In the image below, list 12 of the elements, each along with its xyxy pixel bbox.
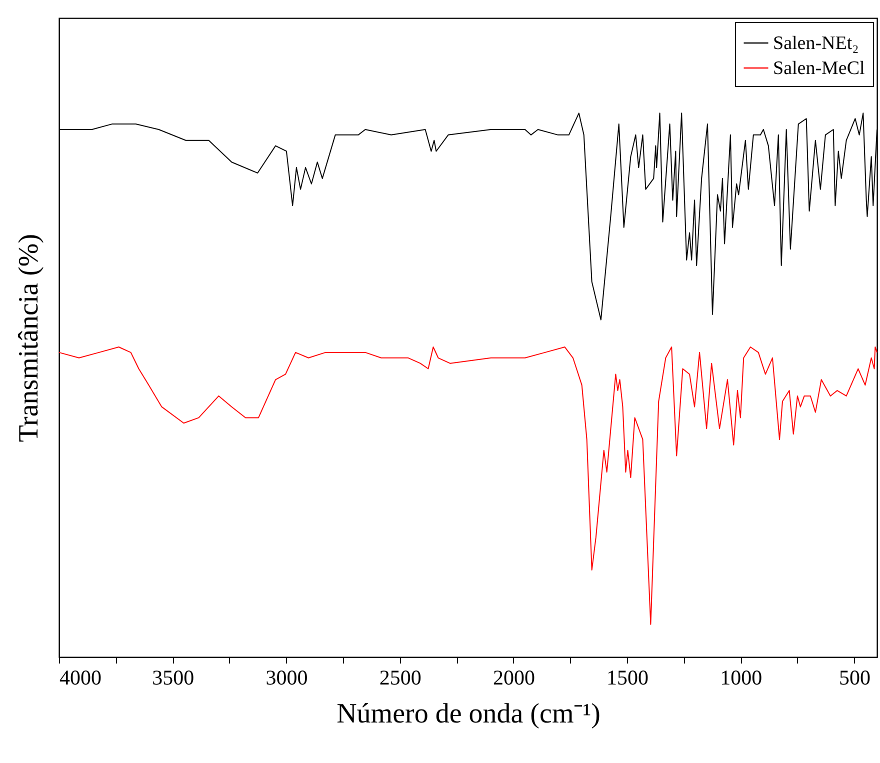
x-tick-label: 3500 [152, 666, 194, 690]
y-axis-title: Transmitância (%) [14, 234, 44, 442]
x-tick-label: 500 [839, 666, 871, 690]
x-tick-label: 1000 [720, 666, 762, 690]
legend-label: Salen-MeCl [773, 58, 865, 79]
legend-label: Salen-NEt₂ [773, 33, 859, 54]
x-tick-label: 1500 [606, 666, 649, 690]
x-tick-label: 4000 [60, 666, 102, 690]
x-tick-label: 2500 [379, 666, 422, 690]
x-tick-label: 3000 [266, 666, 308, 690]
x-tick-label: 2000 [492, 666, 535, 690]
x-axis-title: Número de onda (cm⁻¹) [336, 698, 600, 730]
